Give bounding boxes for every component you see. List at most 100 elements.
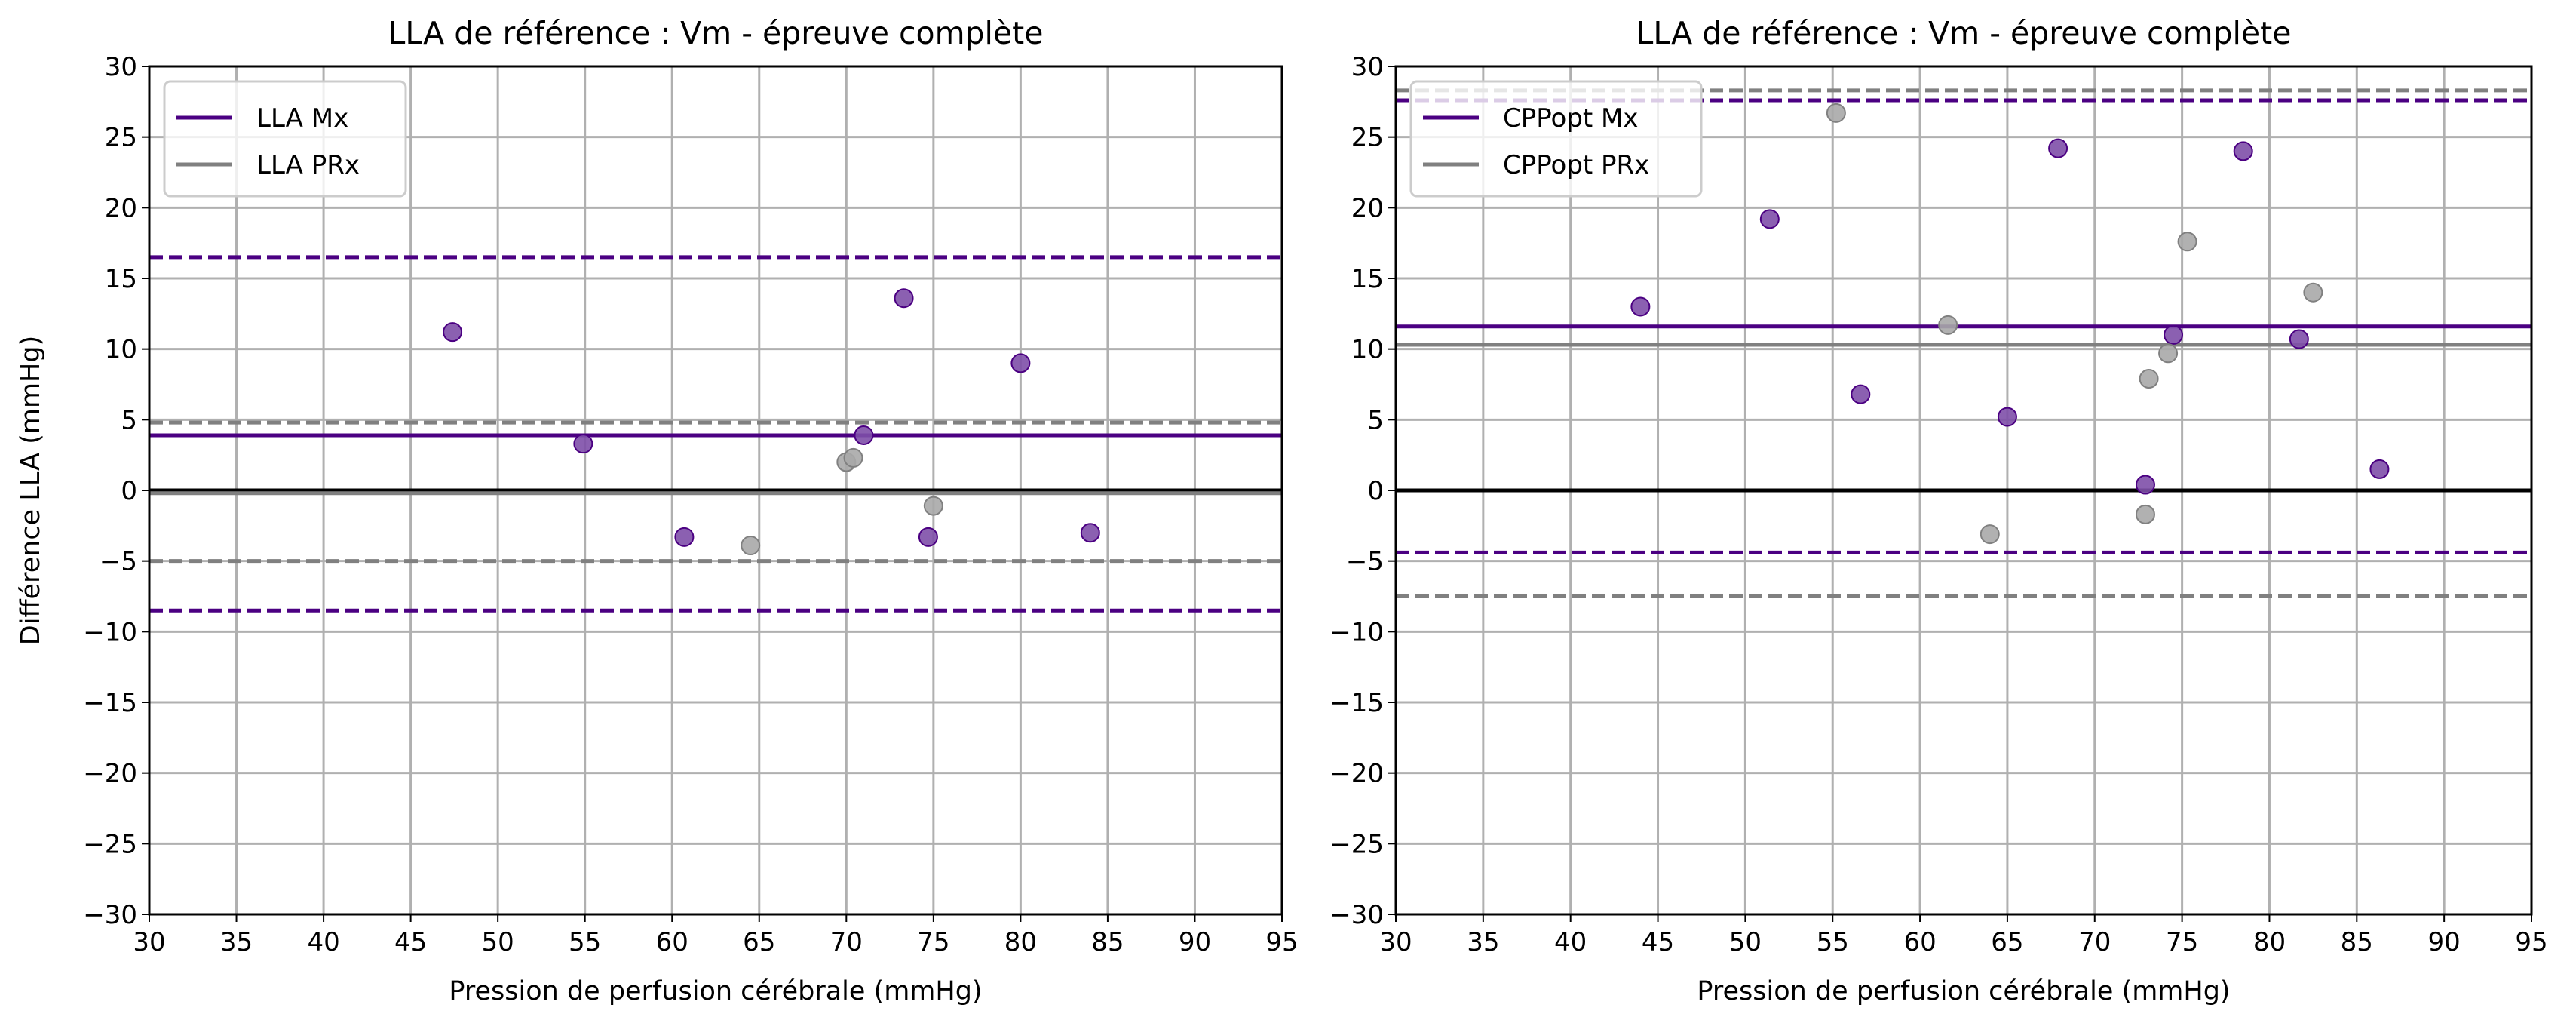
y-tick-label: 0: [1367, 476, 1384, 506]
chart-title: LLA de référence : Vm - épreuve complète: [1636, 15, 2292, 51]
legend-box: [163, 80, 407, 198]
x-tick-label: 35: [220, 927, 253, 957]
y-tick-label: 25: [105, 123, 137, 153]
x-tick-label: 85: [2341, 927, 2373, 957]
legend: CPPopt Mx CPPopt PRx: [1409, 80, 1703, 198]
x-tick-label: 80: [2253, 927, 2286, 957]
y-tick-label: −25: [1329, 829, 1384, 859]
x-tick-label: 45: [394, 927, 427, 957]
data-point-mx: [1759, 209, 1780, 229]
y-tick-label: −5: [100, 547, 137, 577]
y-tick-label: 20: [105, 193, 137, 223]
x-tick-label: 50: [482, 927, 514, 957]
y-tick-label: −30: [83, 900, 137, 930]
x-tick-label: 60: [1903, 927, 1936, 957]
y-tick-label: 15: [105, 264, 137, 294]
x-axis-label: Pression de perfusion cérébrale (mmHg): [449, 976, 982, 1006]
y-tick-label: −20: [1329, 759, 1384, 789]
y-tick-label: 10: [105, 335, 137, 365]
data-point-mx: [2135, 475, 2155, 495]
legend: LLA Mx LLA PRx: [163, 80, 407, 198]
y-tick-label: −15: [83, 688, 137, 718]
x-tick-label: 30: [133, 927, 165, 957]
x-tick-label: 75: [917, 927, 949, 957]
x-tick-label: 90: [2428, 927, 2461, 957]
y-tick-label: 5: [121, 405, 137, 435]
data-point-mx: [854, 425, 874, 445]
x-tick-label: 30: [1379, 927, 1412, 957]
data-point-prx: [1826, 103, 1846, 123]
data-point-mx: [2233, 141, 2253, 161]
data-point-mx: [2164, 324, 2184, 345]
x-tick-label: 40: [1554, 927, 1587, 957]
data-point-mx: [1997, 407, 2017, 427]
chart-1: 30 35 40 45 50 55 60 65 70 75 80 85 90 95−30−25−20−15…: [16, 15, 1299, 1006]
legend-box: [1409, 80, 1703, 198]
x-tick-label: 35: [1467, 927, 1499, 957]
y-tick-label: 25: [1351, 123, 1384, 153]
y-tick-label: 15: [1351, 264, 1384, 294]
x-tick-label: 50: [1729, 927, 1762, 957]
chart-2: 30 35 40 45 50 55 60 65 70 75 80 85 90 95−30−25−20−15…: [1329, 15, 2547, 1006]
y-tick-label: 30: [105, 52, 137, 82]
legend-label: CPPopt Mx: [1503, 103, 1639, 134]
data-point-prx: [2303, 282, 2323, 303]
data-point-mx: [2048, 138, 2068, 158]
axes-frame: [1394, 65, 2533, 916]
x-tick-label: 60: [656, 927, 688, 957]
y-tick-label: −5: [1346, 547, 1384, 577]
y-tick-label: 30: [1351, 52, 1384, 82]
x-tick-label: 45: [1642, 927, 1674, 957]
data-point-prx: [2135, 504, 2155, 524]
data-point-prx: [923, 496, 943, 516]
data-point-mx: [1080, 523, 1100, 543]
y-tick-label: 0: [121, 476, 137, 506]
x-tick-label: 70: [830, 927, 863, 957]
legend-label: CPPopt PRx: [1503, 150, 1649, 180]
x-tick-label: 55: [569, 927, 601, 957]
y-tick-label: 10: [1351, 335, 1384, 365]
y-tick-label: −20: [83, 759, 137, 789]
y-tick-label: 20: [1351, 193, 1384, 223]
data-point-prx: [2177, 232, 2197, 252]
x-tick-label: 65: [1991, 927, 2023, 957]
x-tick-label: 85: [1091, 927, 1124, 957]
legend-label: LLA PRx: [256, 150, 360, 180]
x-tick-label: 55: [1817, 927, 1849, 957]
data-point-mx: [443, 322, 463, 343]
y-tick-label: −15: [1329, 688, 1384, 718]
data-point-mx: [1851, 384, 1871, 404]
legend-label: LLA Mx: [256, 103, 348, 134]
y-tick-label: −10: [1329, 617, 1384, 647]
data-point-mx: [1010, 353, 1031, 373]
y-tick-label: −25: [83, 829, 137, 859]
data-point-mx: [573, 434, 593, 454]
x-tick-label: 75: [2166, 927, 2198, 957]
x-tick-label: 90: [1179, 927, 1211, 957]
data-point-mx: [2289, 329, 2309, 349]
y-tick-label: −10: [83, 617, 137, 647]
data-point-mx: [918, 527, 938, 547]
x-tick-label: 95: [2515, 927, 2547, 957]
x-tick-label: 70: [2078, 927, 2111, 957]
data-point-prx: [2158, 343, 2179, 364]
y-axis-label: Différence LLA (mmHg): [16, 336, 46, 645]
data-point-mx: [894, 288, 914, 309]
data-point-mx: [2369, 459, 2390, 479]
x-tick-label: 80: [1004, 927, 1037, 957]
x-tick-label: 40: [307, 927, 339, 957]
data-point-mx: [674, 527, 695, 547]
x-tick-label: 95: [1265, 927, 1298, 957]
chart-title: LLA de référence : Vm - épreuve complète: [388, 15, 1044, 51]
data-point-prx: [1938, 315, 1958, 335]
x-tick-label: 65: [743, 927, 775, 957]
axes-frame: [148, 65, 1283, 916]
data-point-prx: [2139, 369, 2159, 389]
data-point-prx: [1980, 524, 2000, 545]
y-tick-label: −30: [1329, 900, 1384, 930]
data-point-prx: [843, 447, 863, 468]
data-point-prx: [741, 536, 761, 556]
x-axis-label: Pression de perfusion cérébrale (mmHg): [1697, 976, 2230, 1006]
y-tick-label: 5: [1367, 405, 1384, 435]
